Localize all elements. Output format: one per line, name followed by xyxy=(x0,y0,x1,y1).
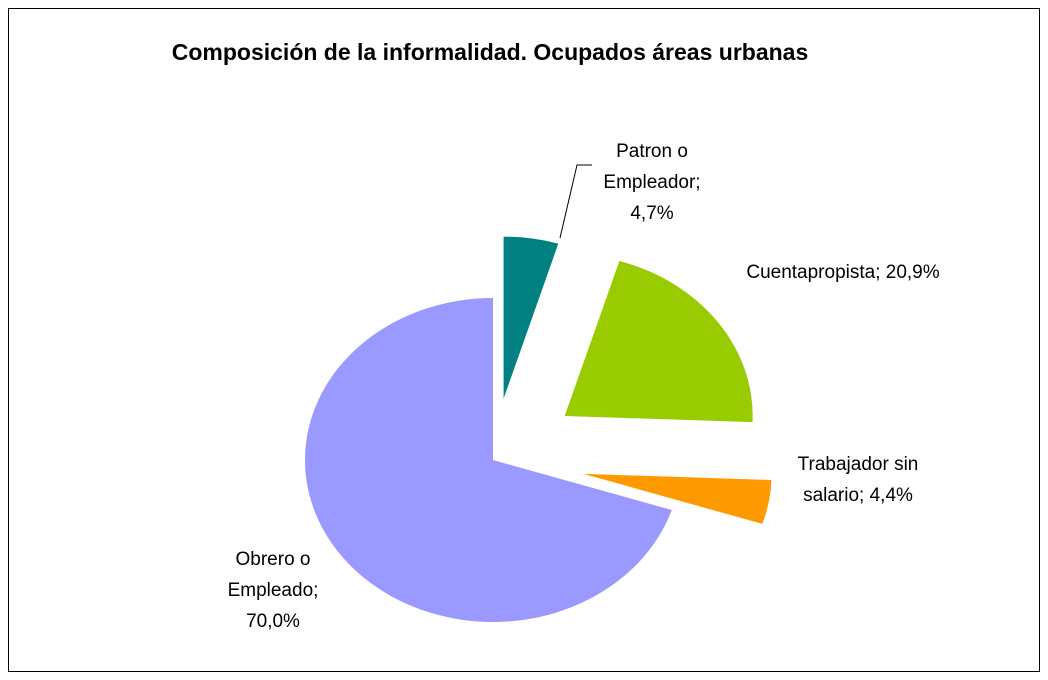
data-label: Trabajador sin salario; 4,4% xyxy=(797,454,919,506)
data-label: Obrero o Empleado; 70,0% xyxy=(227,549,319,632)
pie-slice xyxy=(305,298,672,622)
pie-slice xyxy=(564,261,753,423)
data-label: Cuentapropista; 20,9% xyxy=(746,262,940,283)
data-label: Patron o Empleador; 4,7% xyxy=(603,141,701,224)
pie-slice xyxy=(503,236,559,399)
leader-line xyxy=(559,164,592,239)
chart-frame xyxy=(8,8,1040,672)
pie-slice xyxy=(583,473,772,524)
chart-title: Composición de la informalidad. Ocupados… xyxy=(171,39,809,65)
